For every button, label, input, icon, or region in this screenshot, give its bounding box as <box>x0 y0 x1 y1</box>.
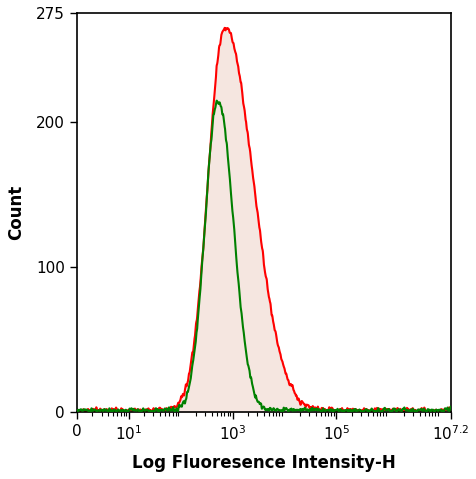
X-axis label: Log Fluoresence Intensity-H: Log Fluoresence Intensity-H <box>132 454 396 472</box>
Y-axis label: Count: Count <box>7 185 25 240</box>
